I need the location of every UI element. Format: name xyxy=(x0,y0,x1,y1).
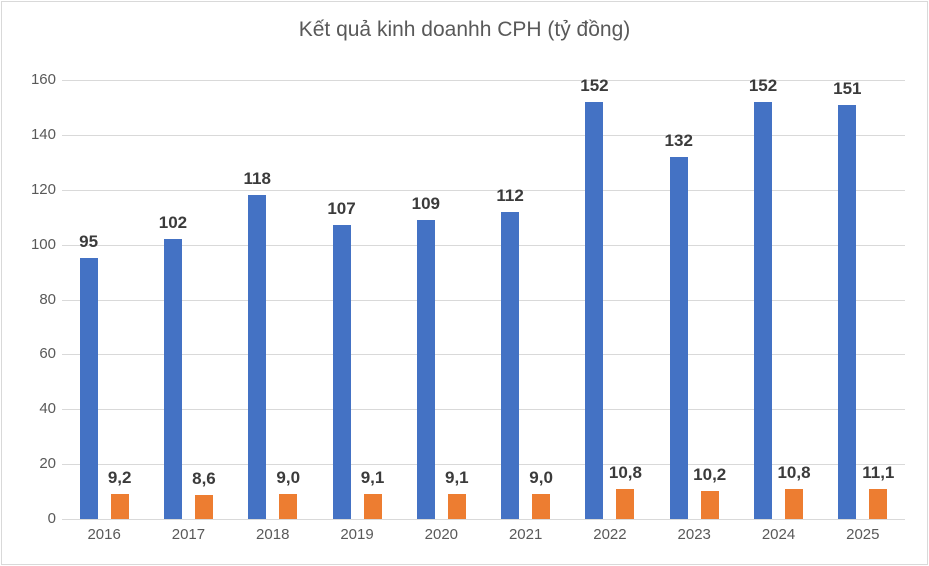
bar-label-series-2: 9,0 xyxy=(276,468,301,488)
bar-label-series-1: 109 xyxy=(411,193,441,213)
bar-group: 107 9,1 xyxy=(315,80,399,519)
y-axis-tick: 40 xyxy=(39,400,56,418)
bar-series-1: 152 xyxy=(749,76,777,519)
x-axis-labels: 2016 2017 2018 2019 2020 2021 2022 2023 2024 2025 xyxy=(62,526,905,543)
x-axis-label: 2019 xyxy=(340,526,374,543)
bar-label-series-2: 9,1 xyxy=(360,468,385,488)
gridline xyxy=(62,244,905,246)
bar-label-series-1: 151 xyxy=(833,78,862,98)
bar-label-series-1: 112 xyxy=(496,185,524,205)
bar-label-series-1: 95 xyxy=(79,232,99,252)
bar-label-series-1: 152 xyxy=(580,75,609,95)
bar-group: 102 8,6 xyxy=(146,80,230,519)
bar-series-1: 107 xyxy=(327,199,356,519)
bar-series-2: 9,2 xyxy=(108,468,131,519)
x-axis-label: 2023 xyxy=(677,526,711,543)
x-axis-label: 2018 xyxy=(256,526,290,543)
x-axis-label: 2022 xyxy=(593,526,627,543)
gridline xyxy=(62,299,905,301)
gridline xyxy=(62,409,905,411)
bar-series-2: 9,0 xyxy=(276,468,300,519)
gridline xyxy=(62,464,905,466)
bar-series-1: 109 xyxy=(412,194,440,519)
plot-area: 95 9,2 102 8,6 118 9,0 107 9,1 109 9,1 112 9,0 152 10… xyxy=(31,71,905,527)
bar-group: 112 9,0 xyxy=(483,80,567,519)
bar-label-series-2: 10,2 xyxy=(693,465,727,485)
bar-group: 151 11,1 xyxy=(821,79,905,519)
bar-label-series-1: 118 xyxy=(243,169,271,189)
bar-series-2: 8,6 xyxy=(192,469,216,519)
bar-label-series-2: 8,6 xyxy=(192,469,216,489)
bar-group: 152 10,8 xyxy=(568,76,652,519)
bar-group: 132 10,2 xyxy=(652,80,736,519)
bar-label-series-2: 9,0 xyxy=(529,468,553,488)
x-axis-label: 2025 xyxy=(846,526,880,543)
bar-group: 118 9,0 xyxy=(231,80,315,519)
bar-label-series-1: 102 xyxy=(158,213,188,233)
y-axis-tick: 120 xyxy=(30,180,56,198)
x-axis-label: 2020 xyxy=(424,526,459,543)
gridline xyxy=(62,354,905,356)
bar-label-series-2: 11,1 xyxy=(862,462,895,482)
x-axis-label: 2016 xyxy=(87,526,121,543)
x-axis-label: 2024 xyxy=(761,526,796,543)
bar-label-series-2: 10,8 xyxy=(608,463,642,483)
bar-series-2: 10,2 xyxy=(693,465,726,519)
bar-series-2: 10,8 xyxy=(777,463,811,519)
bar-series-2: 9,0 xyxy=(529,468,553,519)
bar-series-2: 11,1 xyxy=(862,463,894,519)
bar-series-1: 152 xyxy=(580,76,609,519)
bar-series-1: 95 xyxy=(79,232,98,519)
bar-label-series-2: 9,1 xyxy=(445,468,469,488)
bar-series-2: 10,8 xyxy=(609,463,642,519)
gridline xyxy=(62,134,905,136)
bar-group: 95 9,2 xyxy=(62,80,146,519)
y-axis-tick: 20 xyxy=(39,455,56,473)
x-axis-label: 2017 xyxy=(171,526,206,543)
y-axis-tick: 160 xyxy=(30,71,56,88)
gridline xyxy=(62,519,905,520)
y-axis-tick: 0 xyxy=(47,510,56,527)
bar-groups-container: 95 9,2 102 8,6 118 9,0 107 9,1 109 9,1 112 9,0 152 10… xyxy=(62,76,905,519)
bar-series-1: 151 xyxy=(833,79,862,519)
bar-label-series-2: 9,2 xyxy=(107,467,132,487)
bar-label-series-1: 152 xyxy=(748,75,778,95)
chart-title: Kết quả kinh doanhh CPH (tỷ đồng) xyxy=(298,18,631,41)
bar-series-2: 9,1 xyxy=(445,468,469,519)
bar-series-1: 132 xyxy=(665,131,693,519)
gridline xyxy=(62,80,905,81)
bar-series-1: 118 xyxy=(244,169,271,519)
bar-label-series-2: 10,8 xyxy=(777,463,811,483)
bar-group: 152 10,8 xyxy=(736,76,820,519)
bar-series-1: 102 xyxy=(159,213,187,519)
gridline xyxy=(62,189,905,191)
y-axis-tick: 100 xyxy=(30,235,56,253)
bar-group: 109 9,1 xyxy=(399,80,483,519)
bar-series-1: 112 xyxy=(496,186,524,519)
bar-label-series-1: 107 xyxy=(327,199,356,219)
y-axis-tick: 80 xyxy=(39,290,56,308)
bar-series-2: 9,1 xyxy=(361,468,384,519)
x-axis-label: 2021 xyxy=(508,526,543,543)
y-axis-tick: 140 xyxy=(30,125,56,143)
y-axis-tick: 60 xyxy=(39,345,56,363)
bar-label-series-1: 132 xyxy=(664,130,693,150)
